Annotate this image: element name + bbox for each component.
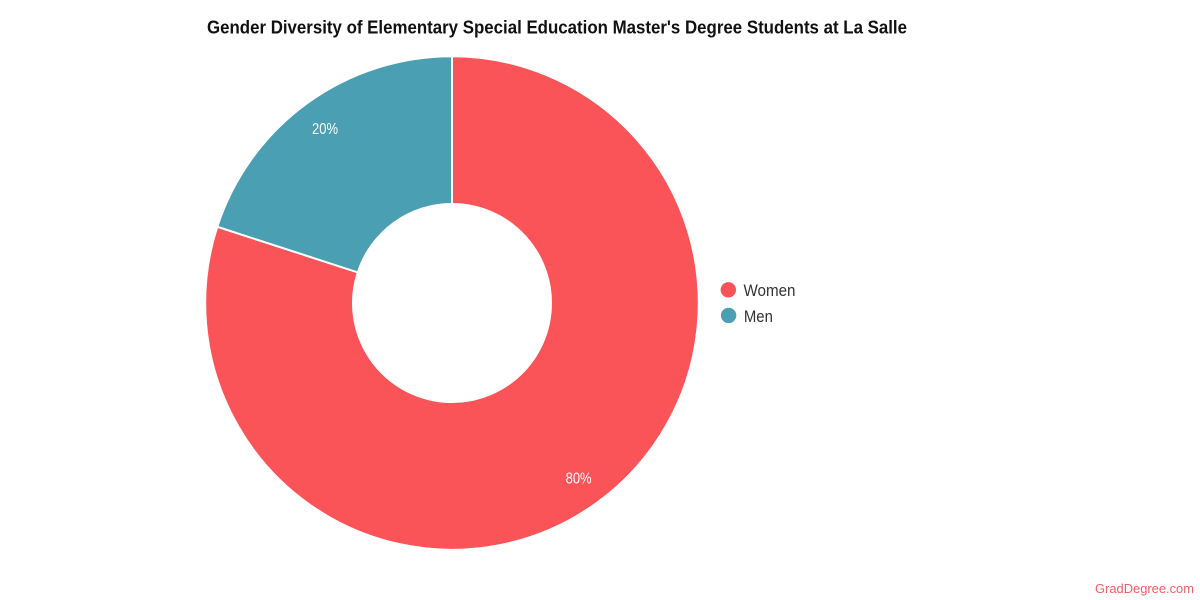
svg-text:20%: 20% [312,121,338,138]
svg-text:Men: Men [744,308,773,326]
svg-text:Women: Women [744,282,796,300]
svg-text:Gender Diversity of Elementary: Gender Diversity of Elementary Special E… [207,18,907,38]
svg-text:80%: 80% [566,470,592,487]
svg-text:GradDegree.com: GradDegree.com [1095,581,1194,596]
